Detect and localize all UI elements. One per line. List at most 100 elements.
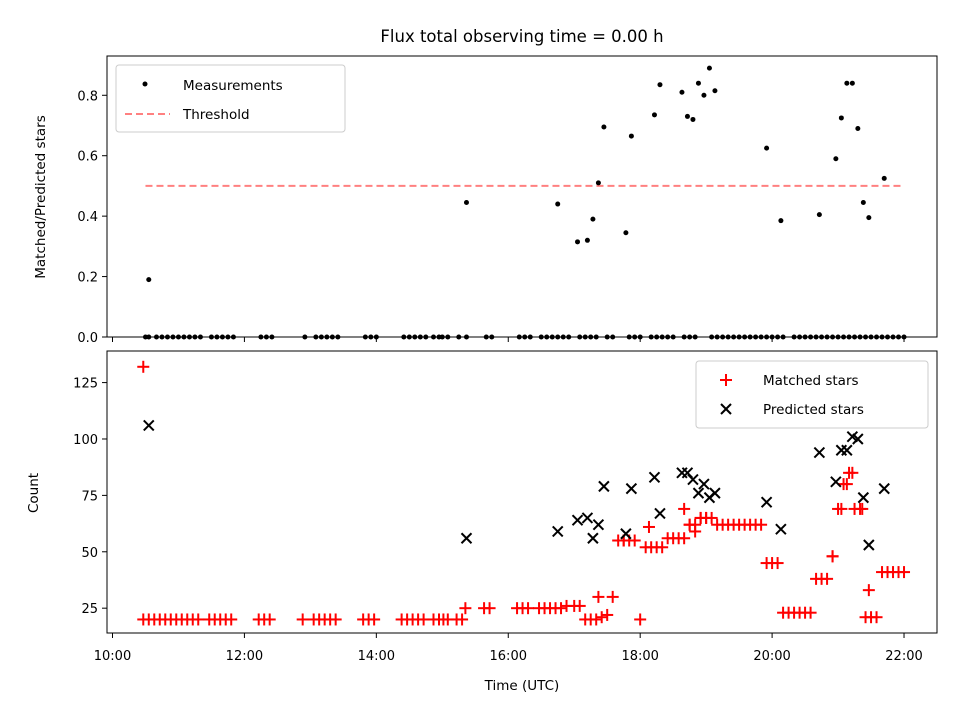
top-y-tick-label: 0.0 <box>77 331 98 346</box>
top-y-ticks: 0.0 0.2 0.4 0.6 0.8 <box>77 89 107 346</box>
predicted-star-point <box>598 480 610 493</box>
matched-star-point <box>856 502 869 515</box>
measurement-point <box>695 80 701 86</box>
measurement-point <box>701 92 707 98</box>
measurement-point <box>575 239 581 245</box>
matched-star-point <box>595 611 608 624</box>
predicted-star-point <box>460 532 473 544</box>
matched-star-point <box>683 518 696 531</box>
matched-star-point <box>329 613 342 626</box>
measurement-point <box>849 80 855 86</box>
legend-predicted-marker <box>720 403 732 415</box>
chart-title: Flux total observing time = 0.00 h <box>380 27 663 46</box>
matched-star-point <box>689 525 702 538</box>
predicted-star-point <box>581 512 594 524</box>
bottom-x-tick-label: 22:00 <box>885 649 922 664</box>
top-y-axis-label: Matched/Predicted stars <box>33 115 49 278</box>
bottom-x-tick-label: 14:00 <box>358 649 395 664</box>
matched-star-point <box>137 360 150 373</box>
measurement-point <box>684 113 690 119</box>
bottom-y-tick-label: 125 <box>73 377 98 392</box>
measurement-point <box>623 230 629 236</box>
matched-star-point <box>771 557 784 570</box>
matched-star-point <box>483 602 496 615</box>
bottom-panel: 25 50 75 100 125 10:00 12:00 14:00 16:00 18:00 20… <box>26 350 938 694</box>
matched-star-point <box>862 584 875 597</box>
predicted-star-point <box>587 532 599 544</box>
matched-star-point <box>755 518 768 531</box>
predicted-star-point <box>775 523 787 535</box>
legend-threshold-label: Threshold <box>182 107 250 123</box>
top-y-tick-label: 0.4 <box>77 210 98 225</box>
legend-matched-marker <box>720 374 732 386</box>
matched-star-point <box>835 502 848 515</box>
bottom-y-tick-label: 50 <box>81 546 98 561</box>
bottom-marks <box>137 360 911 626</box>
measurement-point <box>584 237 590 243</box>
matched-star-point <box>628 534 641 547</box>
measurement-point <box>833 156 839 162</box>
top-y-tick-label: 0.8 <box>77 89 98 104</box>
predicted-star-point <box>571 514 584 526</box>
top-axes-frame <box>106 55 938 338</box>
matched-star-point <box>296 613 309 626</box>
bottom-y-axis-label: Count <box>26 473 42 513</box>
predicted-star-point <box>709 487 721 499</box>
matched-star-point <box>821 572 834 585</box>
bottom-y-tick-label: 25 <box>81 602 98 617</box>
bottom-x-tick-label: 18:00 <box>621 649 658 664</box>
matched-star-point <box>634 613 647 626</box>
bottom-x-tick-label: 10:00 <box>94 649 131 664</box>
top-legend: Measurements Threshold <box>115 64 346 133</box>
measurement-point <box>690 116 696 122</box>
predicted-star-point <box>648 471 661 484</box>
matched-star-point <box>678 502 691 515</box>
legend-matched-label: Matched stars <box>763 373 859 389</box>
measurement-point <box>881 175 887 181</box>
predicted-star-point <box>692 487 705 499</box>
measurement-point <box>651 112 657 118</box>
measurement-point <box>657 82 663 88</box>
top-x-ticks <box>111 337 905 342</box>
matched-star-point <box>898 566 911 579</box>
matched-star-point <box>606 590 619 603</box>
matched-star-point <box>642 520 655 533</box>
measurement-point <box>855 126 861 132</box>
measurement-point <box>816 212 822 218</box>
measurement-point <box>778 218 784 224</box>
measurement-point <box>590 216 596 222</box>
matched-star-point <box>368 613 381 626</box>
predicted-star-point <box>841 444 853 456</box>
measurement-point <box>764 145 770 151</box>
matched-star-point <box>592 590 605 603</box>
matched-star-point <box>840 478 853 491</box>
predicted-star-point <box>698 478 710 490</box>
matched-star-point <box>522 602 535 615</box>
measurement-point <box>860 200 866 206</box>
matched-star-point <box>555 602 568 615</box>
matched-star-point <box>826 550 839 563</box>
bottom-x-tick-label: 12:00 <box>226 649 263 664</box>
predicted-star-point <box>654 507 666 520</box>
matched-star-point <box>804 606 817 619</box>
matched-star-point <box>846 466 859 479</box>
matched-star-point <box>656 541 669 554</box>
measurement-point <box>146 277 152 283</box>
measurement-point <box>679 89 685 95</box>
bottom-axes-frame <box>106 350 938 634</box>
predicted-star-point <box>143 419 155 432</box>
predicted-star-point <box>813 446 826 459</box>
top-y-tick-label: 0.6 <box>77 150 98 165</box>
bottom-y-ticks: 25 50 75 100 125 <box>73 377 107 617</box>
matched-star-point <box>263 613 276 626</box>
predicted-star-point <box>687 473 699 486</box>
predicted-star-point <box>625 482 638 495</box>
matched-star-point <box>700 511 713 524</box>
legend-measurements-label: Measurements <box>183 78 283 94</box>
matched-star-point <box>870 611 883 624</box>
matched-star-point <box>192 613 205 626</box>
measurement-point <box>838 115 844 121</box>
predicted-star-point <box>592 519 605 531</box>
bottom-x-tick-label: 16:00 <box>490 649 527 664</box>
bottom-x-ticks: 10:00 12:00 14:00 16:00 18:00 20:00 22:00 <box>94 633 923 664</box>
